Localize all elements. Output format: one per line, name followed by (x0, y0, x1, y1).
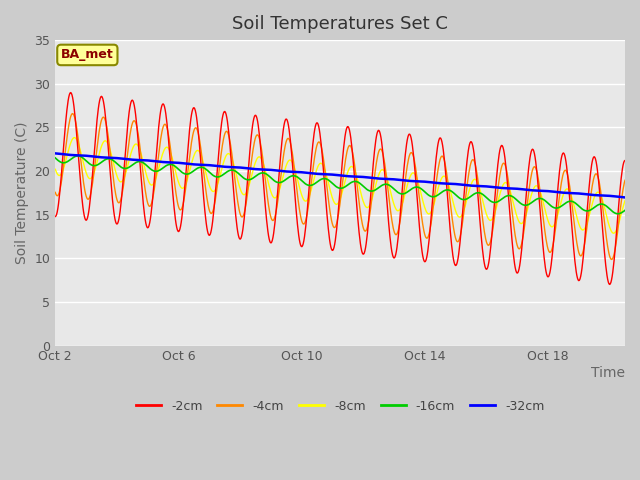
Legend: -2cm, -4cm, -8cm, -16cm, -32cm: -2cm, -4cm, -8cm, -16cm, -32cm (131, 395, 549, 418)
Y-axis label: Soil Temperature (C): Soil Temperature (C) (15, 121, 29, 264)
Title: Soil Temperatures Set C: Soil Temperatures Set C (232, 15, 448, 33)
Text: BA_met: BA_met (61, 48, 114, 61)
X-axis label: Time: Time (591, 366, 625, 380)
